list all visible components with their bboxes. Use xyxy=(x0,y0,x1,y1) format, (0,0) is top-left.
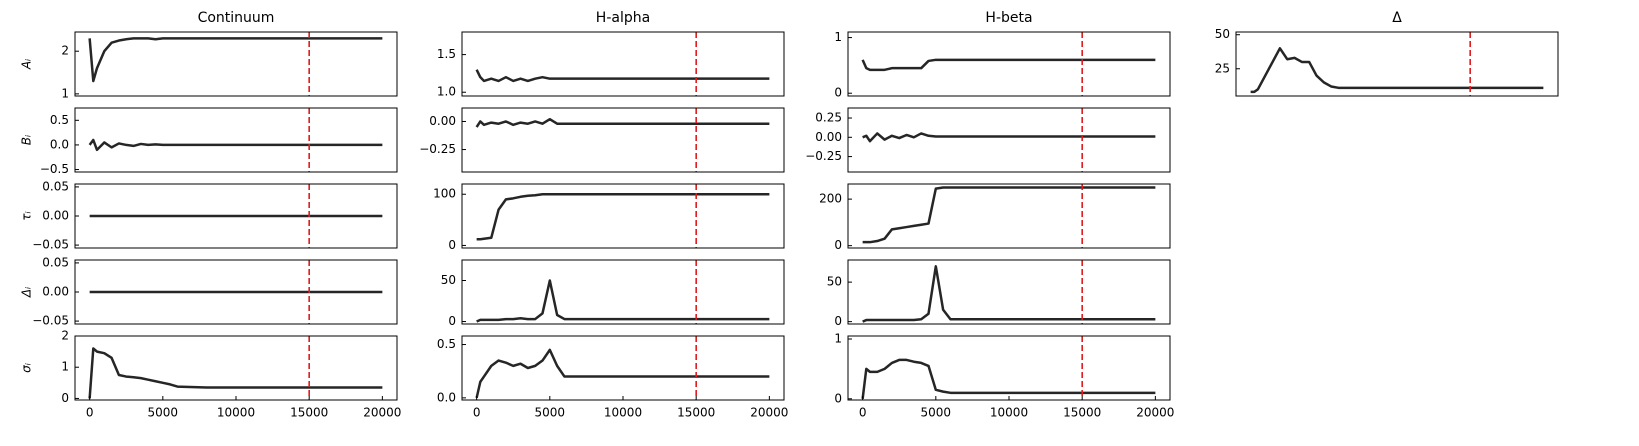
x-tick-label: 15000 xyxy=(1063,406,1101,420)
panel-title: Δ xyxy=(1392,10,1402,26)
y-tick-label: 2 xyxy=(61,329,69,343)
axes-frame xyxy=(74,31,398,97)
panel-title: Continuum xyxy=(198,10,275,26)
y-tick-label: −0.5 xyxy=(40,162,69,176)
x-tick-label: 5000 xyxy=(921,406,952,420)
y-tick-label: 100 xyxy=(433,187,456,201)
x-tick-label: 20000 xyxy=(750,406,788,420)
y-tick-label: 25 xyxy=(1215,61,1230,75)
x-tick-label: 15000 xyxy=(290,406,328,420)
x-tick-label: 0 xyxy=(86,406,94,420)
trace-line xyxy=(862,265,1156,323)
y-tick-label: 0.00 xyxy=(429,114,456,128)
x-tick-label: 0 xyxy=(859,406,867,420)
trace-line xyxy=(475,69,770,83)
trace-line xyxy=(475,117,770,128)
y-tick-label: 0.0 xyxy=(437,390,456,404)
x-tick-label: 15000 xyxy=(677,406,715,420)
axes-frame xyxy=(461,31,785,97)
y-tick-label: 0.00 xyxy=(815,130,842,144)
y-tick-label: 1 xyxy=(834,331,842,345)
axes-frame xyxy=(461,107,785,173)
x-tick-label: 5000 xyxy=(148,406,179,420)
y-tick-label: 2 xyxy=(61,44,69,58)
trace-line xyxy=(1250,47,1544,94)
y-tick-label: −0.05 xyxy=(32,238,69,252)
axes-frame xyxy=(847,183,1171,249)
y-tick-label: −0.25 xyxy=(419,142,456,156)
x-tick-label: 10000 xyxy=(990,406,1028,420)
axes-frame xyxy=(1235,31,1559,97)
y-axis-label: σᵢ xyxy=(20,363,34,373)
y-tick-label: 0 xyxy=(834,391,842,405)
y-axis-label: Bᵢ xyxy=(20,135,34,145)
y-tick-label: 1 xyxy=(61,86,69,100)
axes-frame xyxy=(847,259,1171,325)
y-tick-label: 0 xyxy=(834,314,842,328)
y-tick-label: 50 xyxy=(441,273,456,287)
y-tick-label: 50 xyxy=(1215,27,1230,41)
x-tick-label: 0 xyxy=(473,406,481,420)
x-tick-label: 20000 xyxy=(363,406,401,420)
x-tick-label: 5000 xyxy=(535,406,566,420)
y-tick-label: 0.0 xyxy=(50,137,69,151)
y-tick-label: 0.05 xyxy=(42,179,69,193)
y-tick-label: −0.25 xyxy=(805,149,842,163)
trace-line xyxy=(862,132,1156,143)
y-tick-label: 0 xyxy=(448,314,456,328)
panel-title: H-beta xyxy=(985,10,1032,26)
y-axis-label: Δᵢ xyxy=(20,287,34,298)
y-tick-label: 0.00 xyxy=(42,209,69,223)
trace-line xyxy=(88,37,383,83)
y-tick-label: 1.5 xyxy=(437,47,456,61)
y-tick-label: 1 xyxy=(834,30,842,44)
x-tick-label: 10000 xyxy=(217,406,255,420)
trace-line xyxy=(861,358,1156,399)
y-tick-label: 0 xyxy=(61,391,69,405)
y-tick-label: 0.5 xyxy=(437,337,456,351)
x-tick-label: 20000 xyxy=(1136,406,1174,420)
x-tick-label: 10000 xyxy=(604,406,642,420)
y-tick-label: 0.25 xyxy=(815,111,842,125)
trace-line xyxy=(862,186,1156,244)
y-axis-label: τᵢ xyxy=(20,211,34,220)
y-tick-label: 200 xyxy=(819,192,842,206)
axes-frame xyxy=(74,107,398,173)
y-tick-label: 0 xyxy=(834,86,842,100)
axes-frame xyxy=(461,259,785,325)
axes-frame xyxy=(461,335,785,401)
y-tick-label: 0.00 xyxy=(42,285,69,299)
y-tick-label: 1 xyxy=(61,360,69,374)
y-tick-label: 0 xyxy=(834,238,842,252)
y-tick-label: 50 xyxy=(827,275,842,289)
axes-frame xyxy=(74,183,398,249)
y-tick-label: 0.5 xyxy=(50,113,69,127)
trace-line xyxy=(861,58,1156,72)
y-tick-label: 0 xyxy=(448,238,456,252)
axes-frame xyxy=(74,335,398,401)
axes-frame xyxy=(847,335,1171,401)
trace-line xyxy=(476,279,770,323)
y-tick-label: −0.05 xyxy=(32,314,69,328)
trace-line xyxy=(88,138,383,152)
y-axis-label: Aᵢ xyxy=(20,59,34,70)
trace-line xyxy=(88,347,383,399)
y-tick-label: 0.05 xyxy=(42,255,69,269)
axes-frame xyxy=(847,31,1171,97)
trace-line xyxy=(476,192,770,241)
axes-frame xyxy=(461,183,785,249)
y-tick-label: 1.0 xyxy=(437,85,456,99)
axes-frame xyxy=(847,107,1171,173)
trace-line xyxy=(475,348,770,399)
axes-frame xyxy=(74,259,398,325)
panel-title: H-alpha xyxy=(596,10,650,26)
